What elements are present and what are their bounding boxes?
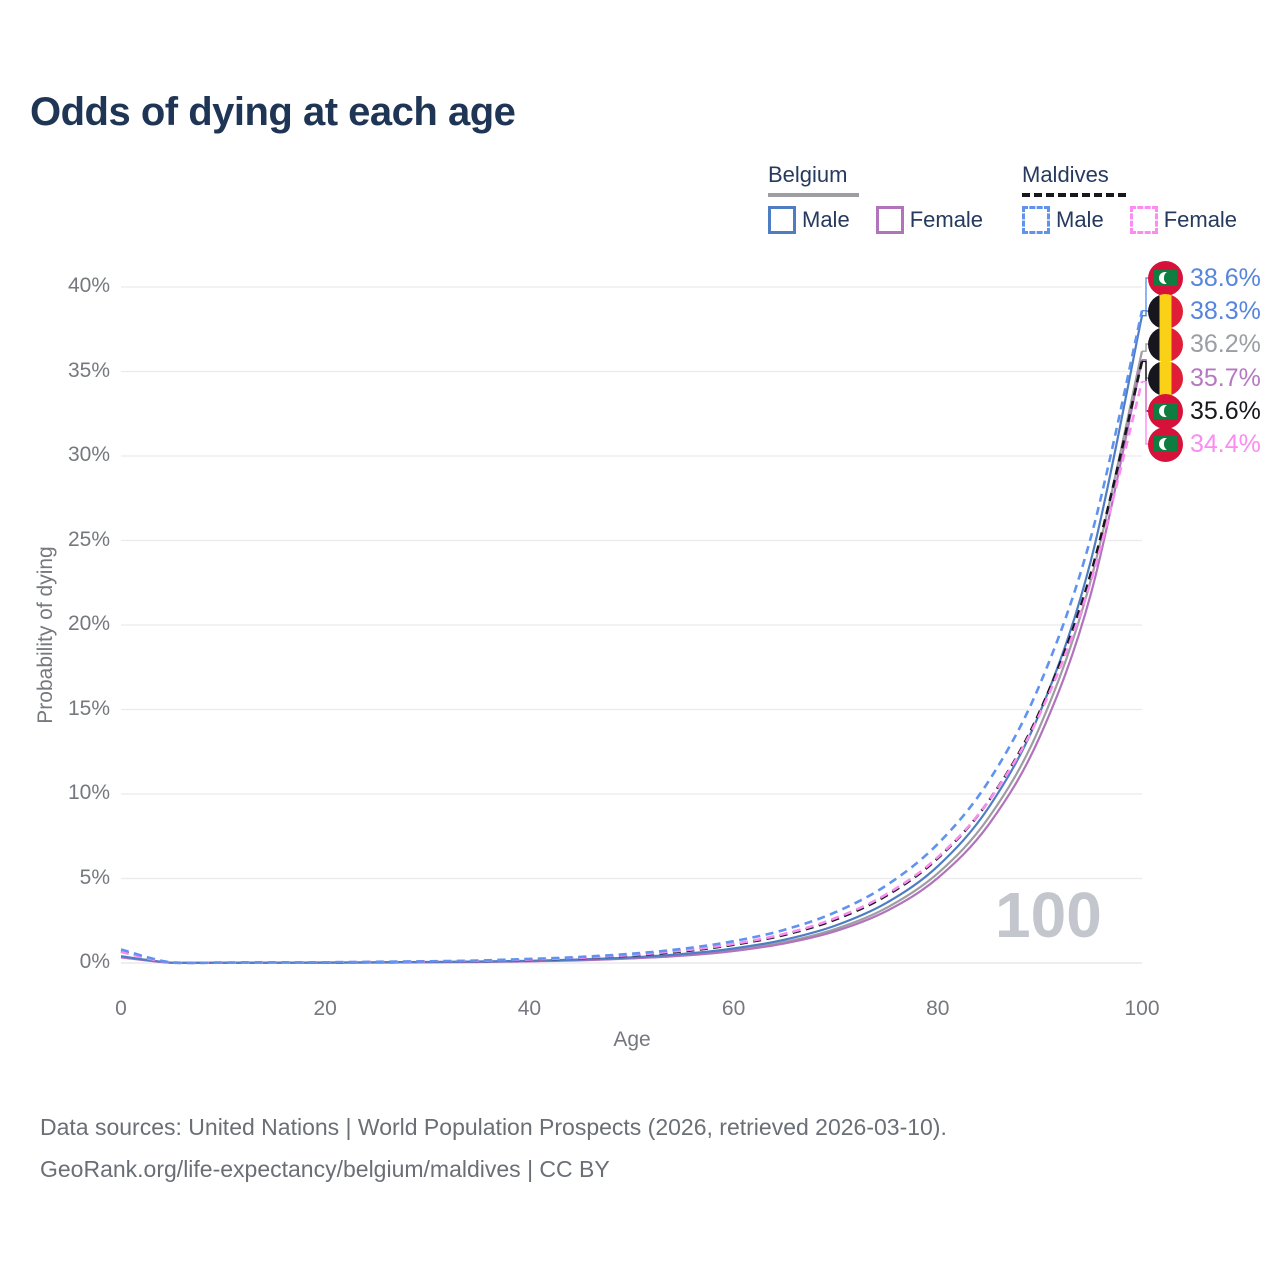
legend-label-belgium-male: Male: [802, 207, 850, 232]
series-line-belgium_female[interactable]: [120, 359, 1144, 964]
y-tick-label: 5%: [79, 865, 110, 889]
legend-item-belgium-female[interactable]: Female: [875, 206, 984, 234]
legend-label-belgium-female: Female: [909, 207, 984, 232]
legend-item-belgium-male[interactable]: Male: [768, 206, 850, 234]
end-label-row-belgium_male: 38.3%: [1148, 293, 1261, 329]
y-tick-label: 35%: [67, 358, 110, 382]
maldives-flag-icon: [1148, 260, 1183, 296]
legend-header-belgium[interactable]: Belgium: [768, 162, 848, 187]
end-label-row-maldives_female: 34.4%: [1148, 426, 1261, 462]
legend-swatch-maldives-female-icon: [1129, 206, 1158, 234]
series-line-maldives_female[interactable]: [120, 381, 1144, 965]
legend-swatch-maldives-male-icon: [1022, 206, 1050, 234]
legend-swatch-belgium-female-icon: [875, 206, 904, 234]
flag-part: [1163, 271, 1178, 285]
footer-attribution-line: GeoRank.org/life-expectancy/belgium/mald…: [40, 1156, 610, 1182]
page-title: Odds of dying at each age: [30, 90, 516, 134]
footer-source-line: Data sources: United Nations | World Pop…: [40, 1114, 947, 1140]
end-label-row-maldives_total: 35.6%: [1148, 393, 1261, 429]
flag-part: [1163, 404, 1178, 418]
x-axis-title: Age: [613, 1028, 651, 1051]
y-tick-label: 40%: [67, 274, 110, 297]
y-tick-label: 20%: [67, 612, 110, 635]
flag-part: [1163, 437, 1178, 451]
maldives-flag-icon: [1148, 393, 1183, 429]
series-line-belgium_male[interactable]: [120, 315, 1144, 964]
series-line-belgium_total[interactable]: [120, 350, 1144, 965]
end-label-row-belgium_total: 36.2%: [1148, 326, 1261, 362]
footer: Data sources: United Nations | World Pop…: [40, 1106, 947, 1190]
y-tick-label: 25%: [67, 527, 110, 551]
series-line-maldives_male[interactable]: [120, 310, 1144, 965]
y-tick-label: 15%: [67, 696, 110, 720]
belgium-flag-icon: [1148, 293, 1183, 329]
end-label-value: 35.7%: [1190, 364, 1261, 392]
legend-group-belgium: Belgium Male Female: [768, 162, 983, 234]
end-label-value: 34.4%: [1190, 430, 1261, 458]
y-tick-label: 30%: [67, 443, 110, 466]
end-label-row-maldives_male: 38.6%: [1148, 260, 1261, 296]
legend-item-maldives-male[interactable]: Male: [1022, 206, 1104, 234]
belgium-flag-icon: [1148, 326, 1183, 362]
legend-underline-belgium: [768, 193, 859, 197]
x-tick-label: 20: [313, 997, 337, 1020]
legend-label-maldives-male: Male: [1056, 207, 1104, 232]
x-tick-label: 0: [115, 997, 127, 1020]
maldives-flag-icon: [1148, 426, 1183, 462]
y-tick-label: 10%: [67, 781, 110, 804]
end-label-value: 38.6%: [1190, 264, 1261, 292]
end-label-row-belgium_female: 35.7%: [1148, 360, 1261, 396]
legend-group-maldives: Maldives Male Female: [1022, 162, 1237, 234]
y-tick-label: 0%: [79, 950, 110, 973]
x-tick-label: 80: [926, 997, 950, 1020]
x-tick-label: 40: [517, 997, 542, 1020]
legend-header-maldives[interactable]: Maldives: [1022, 162, 1109, 187]
legend-label-maldives-female: Female: [1163, 207, 1238, 232]
x-tick-label: 100: [1124, 997, 1160, 1020]
series-line-maldives_total[interactable]: [120, 361, 1144, 965]
end-label-value: 38.3%: [1190, 297, 1261, 325]
end-label-value: 36.2%: [1190, 330, 1261, 358]
belgium-flag-icon: [1148, 360, 1183, 396]
end-label-value: 35.6%: [1190, 397, 1261, 425]
x-tick-label: 60: [721, 997, 746, 1020]
legend-item-maldives-female[interactable]: Female: [1129, 206, 1238, 234]
legend-swatch-belgium-male-icon: [768, 206, 796, 234]
age-watermark: 100: [995, 879, 1102, 951]
legend-underline-maldives: [1022, 193, 1126, 197]
